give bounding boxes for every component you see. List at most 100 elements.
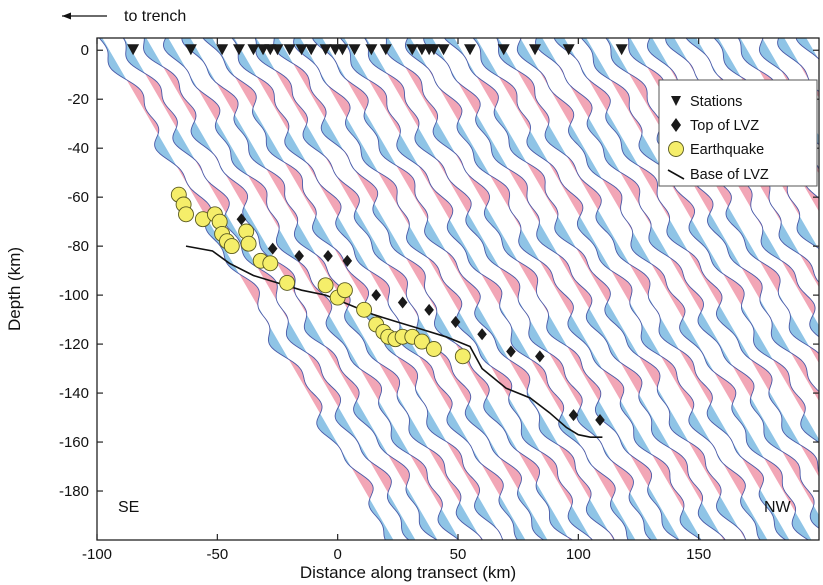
legend-stations-icon <box>671 96 681 106</box>
trace-line <box>535 38 819 529</box>
positive-lobe-fill <box>190 38 483 540</box>
top-lvz-marker <box>450 316 461 329</box>
y-tick-label: -140 <box>59 385 89 402</box>
positive-lobe-fill <box>520 38 812 540</box>
wiggle-trace <box>254 38 548 540</box>
trace-line <box>364 38 652 540</box>
x-tick-label: 150 <box>686 546 711 563</box>
earthquake-marker <box>413 333 430 350</box>
wiggle-trace <box>364 38 658 540</box>
station-marker <box>184 44 197 56</box>
trace-line <box>404 38 702 540</box>
trace-line <box>580 38 819 444</box>
negative-lobe-fill <box>554 38 819 478</box>
earthquake-marker <box>240 235 257 252</box>
earthquake-marker <box>279 274 296 291</box>
positive-lobe-fill <box>300 38 593 540</box>
earthquake-marker <box>262 255 279 272</box>
legend-top-lvz-label: Top of LVZ <box>690 118 759 134</box>
wiggle-trace <box>293 38 594 540</box>
legend-box <box>658 79 818 187</box>
negative-lobe-fill <box>364 38 658 540</box>
base-of-lvz-line <box>185 245 603 438</box>
y-tick-label: -60 <box>67 189 89 206</box>
trace-line <box>122 38 410 540</box>
trace-line <box>472 38 761 540</box>
top-lvz-marker <box>267 242 278 255</box>
positive-lobe-fill <box>344 38 636 540</box>
negative-lobe-fill <box>714 38 819 212</box>
station-marker <box>336 44 349 56</box>
trace-line <box>443 38 747 540</box>
top-lvz-marker <box>568 409 579 422</box>
legend-stations-label: Stations <box>690 94 742 110</box>
region-label-se: SE <box>118 499 139 516</box>
station-marker <box>427 44 440 56</box>
station-marker <box>497 44 510 56</box>
negative-lobe-fill <box>273 38 570 540</box>
receiver-function-traces <box>98 38 819 540</box>
wiggle-trace <box>311 38 615 540</box>
station-marker <box>283 44 296 56</box>
station-marker <box>464 44 477 56</box>
trace-line <box>553 38 819 474</box>
wiggle-trace <box>472 38 768 540</box>
top-lvz-marker <box>595 414 605 427</box>
top-lvz-marker <box>294 249 304 262</box>
negative-lobe-fill <box>99 38 394 540</box>
x-tick-label: 0 <box>333 546 341 563</box>
negative-lobe-fill <box>255 38 548 540</box>
trace-line <box>385 38 680 540</box>
top-lvz-marker <box>397 296 408 309</box>
earthquake-marker <box>178 206 194 223</box>
y-tick-label: -180 <box>59 483 89 500</box>
wiggle-trace <box>122 38 416 540</box>
negative-lobe-fill <box>496 38 790 540</box>
wiggle-trace <box>273 38 574 540</box>
negative-lobe-fill <box>759 38 819 145</box>
trace-line <box>98 38 386 540</box>
positive-lobe-fill <box>124 38 416 540</box>
y-axis-title: Depth (km) <box>5 247 24 331</box>
positive-lobe-fill <box>212 38 504 540</box>
trace-line <box>254 38 545 540</box>
trace-line <box>516 38 810 540</box>
earthquake-marker <box>317 277 334 294</box>
station-marker <box>247 44 260 56</box>
station-marker <box>216 44 229 56</box>
negative-lobe-fill <box>123 38 416 540</box>
wiggle-trace <box>163 38 460 540</box>
earthquake-marker <box>336 282 353 299</box>
trace-line <box>143 38 438 540</box>
negative-lobe-fill <box>386 38 680 540</box>
top-lvz-marker <box>506 345 516 358</box>
top-lvz-marker <box>323 249 333 262</box>
y-tick-label: -20 <box>67 91 89 108</box>
positive-lobe-fill <box>102 38 394 540</box>
negative-lobe-fill <box>202 38 504 540</box>
negative-lobe-fill <box>143 38 438 540</box>
positive-lobe-fill <box>432 38 726 540</box>
earthquake-marker <box>425 341 442 357</box>
x-tick-label: -50 <box>206 546 228 563</box>
positive-lobe-fill <box>454 38 746 540</box>
earthquake-markers <box>170 186 471 365</box>
wiggle-trace <box>231 38 526 540</box>
earthquake-marker <box>223 238 240 255</box>
negative-lobe-fill <box>405 38 702 540</box>
station-marker <box>271 44 284 56</box>
negative-lobe-fill <box>232 38 526 540</box>
trace-line <box>293 38 594 540</box>
wiggle-trace <box>777 38 819 98</box>
positive-lobe-fill <box>168 38 460 540</box>
trench-arrow: to trench <box>62 8 186 25</box>
x-tick-label: -100 <box>82 546 112 563</box>
trace-line <box>273 38 574 540</box>
top-lvz-marker <box>236 213 247 226</box>
station-marker <box>615 44 628 56</box>
y-tick-label: -120 <box>59 336 89 353</box>
region-label-nw: NW <box>764 499 792 516</box>
positive-lobe-fill <box>498 38 790 540</box>
station-marker <box>406 44 419 56</box>
legend: Stations Top of LVZ Earthquake Base of L… <box>658 79 818 187</box>
